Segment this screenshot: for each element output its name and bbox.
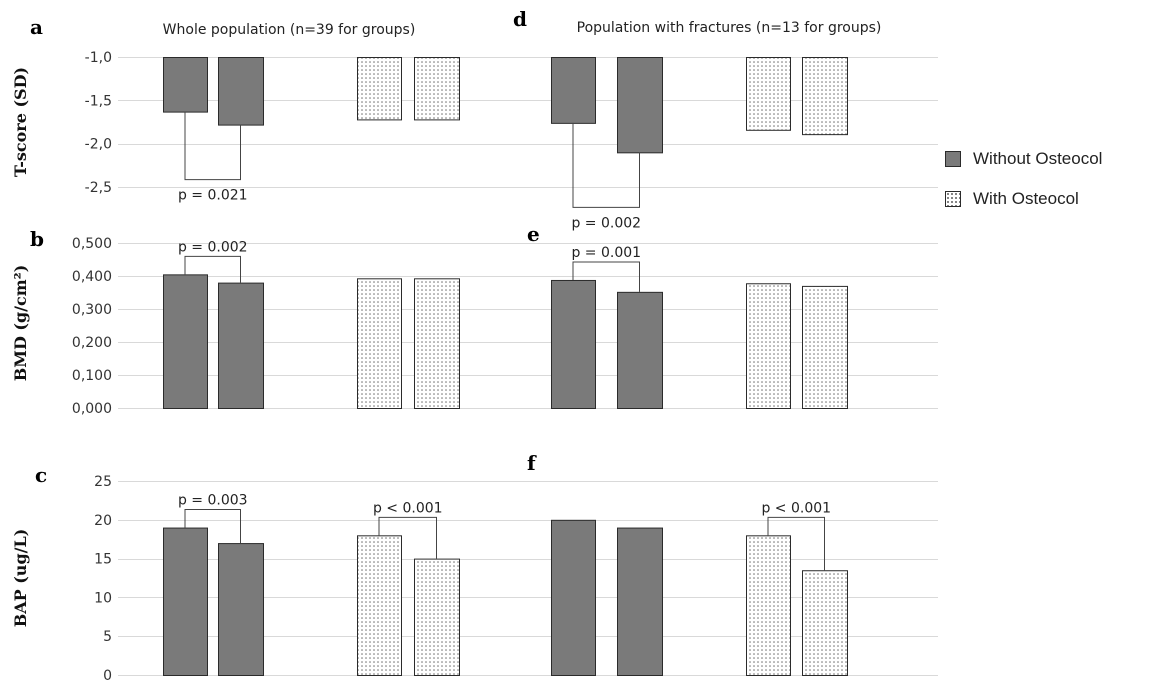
significance-bracket <box>767 516 825 571</box>
p-value-label: p = 0.002 <box>571 215 641 231</box>
p-value-label: p < 0.001 <box>761 500 831 516</box>
y-axis-label: T-score (SD) <box>11 67 30 177</box>
bar-without-osteocol <box>218 282 264 410</box>
bar-with-osteocol <box>357 278 402 409</box>
panel-letter-c: c <box>35 463 47 487</box>
y-tick-label: 0 <box>103 668 112 681</box>
significance-bracket <box>184 255 241 283</box>
bar-with-osteocol <box>414 278 460 409</box>
significance-bracket <box>572 261 640 292</box>
y-axis-label: BAP (ug/L) <box>11 529 30 628</box>
legend-item-without: Without Osteocol <box>945 146 1102 172</box>
y-tick-label: 25 <box>94 474 112 490</box>
p-value-label: p = 0.002 <box>178 239 248 255</box>
bar-without-osteocol <box>218 57 264 126</box>
bar-with-osteocol <box>746 283 791 410</box>
bar-with-osteocol <box>746 535 791 676</box>
bar-without-osteocol <box>551 519 596 676</box>
p-value-label: p = 0.001 <box>571 245 641 261</box>
bar-with-osteocol <box>414 558 460 676</box>
panel-letter-b: b <box>30 227 44 251</box>
y-tick-label: 15 <box>94 552 112 568</box>
bar-without-osteocol <box>163 527 208 676</box>
p-value-label: p = 0.021 <box>178 188 248 204</box>
y-tick-label: 20 <box>94 513 112 529</box>
y-tick-label: 5 <box>103 629 112 645</box>
bar-without-osteocol <box>163 57 208 113</box>
y-tick-label: 0,500 <box>72 236 112 252</box>
bar-with-osteocol <box>414 57 460 121</box>
panel-letter-a: a <box>30 15 43 39</box>
bar-with-osteocol <box>802 285 848 409</box>
panel-title-a: Whole population (n=39 for groups) <box>163 22 416 38</box>
bar-without-osteocol <box>163 274 208 409</box>
text-layer: -1,0 -1,5 -2,0 -2,5 T-score (SD) a Whole popul… <box>11 7 881 681</box>
gridlines-layer <box>118 57 938 676</box>
legend-label-with: With Osteocol <box>973 189 1079 208</box>
bar-without-osteocol <box>551 279 596 409</box>
significance-bracket <box>572 122 640 208</box>
y-tick-label: -1,5 <box>85 93 112 109</box>
bar-with-osteocol <box>802 57 848 136</box>
panel-title-d: Population with fractures (n=13 for grou… <box>577 20 882 36</box>
bar-without-osteocol <box>218 543 264 677</box>
bar-without-osteocol <box>617 57 663 154</box>
legend-item-with: With Osteocol <box>945 186 1102 212</box>
y-tick-label: -2,5 <box>85 180 112 196</box>
bar-with-osteocol <box>357 57 402 121</box>
panel-letter-d: d <box>513 7 527 31</box>
legend-label-without: Without Osteocol <box>973 149 1103 168</box>
significance-bracket <box>378 516 437 559</box>
p-value-label: p = 0.003 <box>178 493 248 509</box>
bar-without-osteocol <box>617 527 663 676</box>
y-tick-label: -2,0 <box>85 137 112 153</box>
y-tick-label: 0,100 <box>72 368 112 384</box>
bar-with-osteocol <box>357 535 402 676</box>
significance-bracket <box>184 111 241 181</box>
y-axis-label: BMD (g/cm²) <box>11 265 30 382</box>
y-tick-label: 0,400 <box>72 269 112 285</box>
bar-with-osteocol <box>746 57 791 131</box>
legend-swatch-without <box>945 151 961 167</box>
y-tick-label: 0,300 <box>72 302 112 318</box>
legend: Without Osteocol With Osteocol <box>945 146 1102 226</box>
legend-swatch-with <box>945 191 961 207</box>
y-tick-label: 10 <box>94 590 112 606</box>
panel-letter-f: f <box>527 451 537 475</box>
bar-with-osteocol <box>802 570 848 676</box>
p-value-label: p < 0.001 <box>373 500 443 516</box>
y-tick-label: -1,0 <box>85 50 112 66</box>
bar-without-osteocol <box>551 57 596 124</box>
panel-letter-e: e <box>527 222 540 246</box>
y-tick-label: 0,200 <box>72 335 112 351</box>
y-tick-label: 0,000 <box>72 401 112 417</box>
significance-bracket <box>184 509 241 544</box>
bar-without-osteocol <box>617 291 663 409</box>
bars-layer <box>163 57 848 677</box>
